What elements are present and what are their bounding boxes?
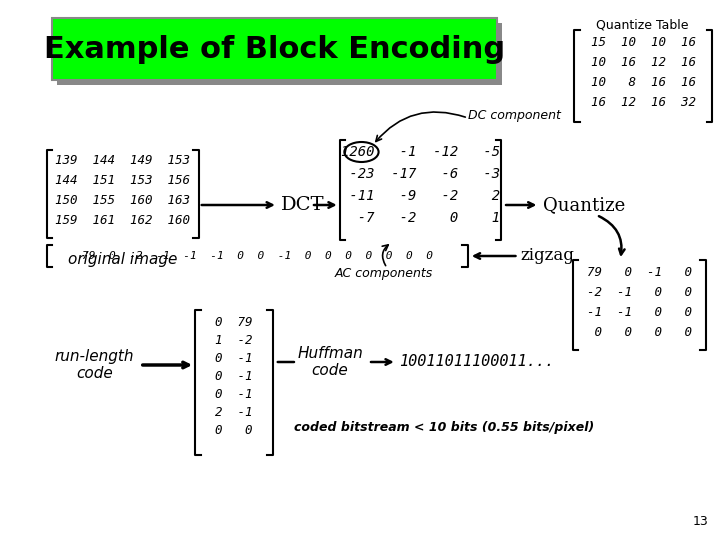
Text: 10011011100011...: 10011011100011... xyxy=(400,354,554,369)
Text: Huffman
code: Huffman code xyxy=(297,346,363,378)
Text: DCT: DCT xyxy=(281,196,324,214)
Text: 13: 13 xyxy=(693,515,708,528)
Text: DC component: DC component xyxy=(468,109,561,122)
Text: 0   0: 0 0 xyxy=(215,423,253,436)
Text: AC components: AC components xyxy=(335,267,433,280)
FancyBboxPatch shape xyxy=(57,23,503,85)
Text: 1260   -1  -12   -5: 1260 -1 -12 -5 xyxy=(341,145,500,159)
Text: 79   0  -1   0: 79 0 -1 0 xyxy=(587,266,692,279)
Text: original image: original image xyxy=(68,252,177,267)
Text: 10   8  16  16: 10 8 16 16 xyxy=(591,76,696,89)
Text: Quantize Table: Quantize Table xyxy=(595,18,688,31)
Text: 0  -1: 0 -1 xyxy=(215,388,253,401)
Text: zigzag: zigzag xyxy=(521,247,574,265)
Text: -23  -17   -6   -3: -23 -17 -6 -3 xyxy=(341,167,500,181)
Text: 0  79: 0 79 xyxy=(215,315,253,328)
Text: 159  161  162  160: 159 161 162 160 xyxy=(55,214,190,227)
Text: -11   -9   -2    2: -11 -9 -2 2 xyxy=(341,189,500,203)
Text: Quantize: Quantize xyxy=(543,196,626,214)
Text: Example of Block Encoding: Example of Block Encoding xyxy=(45,35,505,64)
Text: 150  155  160  163: 150 155 160 163 xyxy=(55,194,190,207)
Text: -7   -2    0    1: -7 -2 0 1 xyxy=(341,211,500,225)
Text: 0   0   0   0: 0 0 0 0 xyxy=(587,326,692,339)
Text: coded bitstream < 10 bits (0.55 bits/pixel): coded bitstream < 10 bits (0.55 bits/pix… xyxy=(294,422,594,435)
Text: 16  12  16  32: 16 12 16 32 xyxy=(591,96,696,109)
Text: 144  151  153  156: 144 151 153 156 xyxy=(55,174,190,187)
Text: run-length
code: run-length code xyxy=(55,349,134,381)
Text: 2  -1: 2 -1 xyxy=(215,406,253,419)
Text: 1  -2: 1 -2 xyxy=(215,334,253,347)
Text: -1  -1   0   0: -1 -1 0 0 xyxy=(587,306,692,319)
Text: -2  -1   0   0: -2 -1 0 0 xyxy=(587,286,692,299)
Text: 10  16  12  16: 10 16 12 16 xyxy=(591,56,696,69)
FancyBboxPatch shape xyxy=(53,18,498,80)
Text: 139  144  149  153: 139 144 149 153 xyxy=(55,154,190,167)
Text: 79  0  -2  -1  -1  -1  0  0  -1  0  0  0  0  0  0  0: 79 0 -2 -1 -1 -1 0 0 -1 0 0 0 0 0 0 0 xyxy=(82,251,433,261)
Text: 0  -1: 0 -1 xyxy=(215,352,253,365)
Text: 15  10  10  16: 15 10 10 16 xyxy=(591,36,696,49)
Text: 0  -1: 0 -1 xyxy=(215,369,253,382)
